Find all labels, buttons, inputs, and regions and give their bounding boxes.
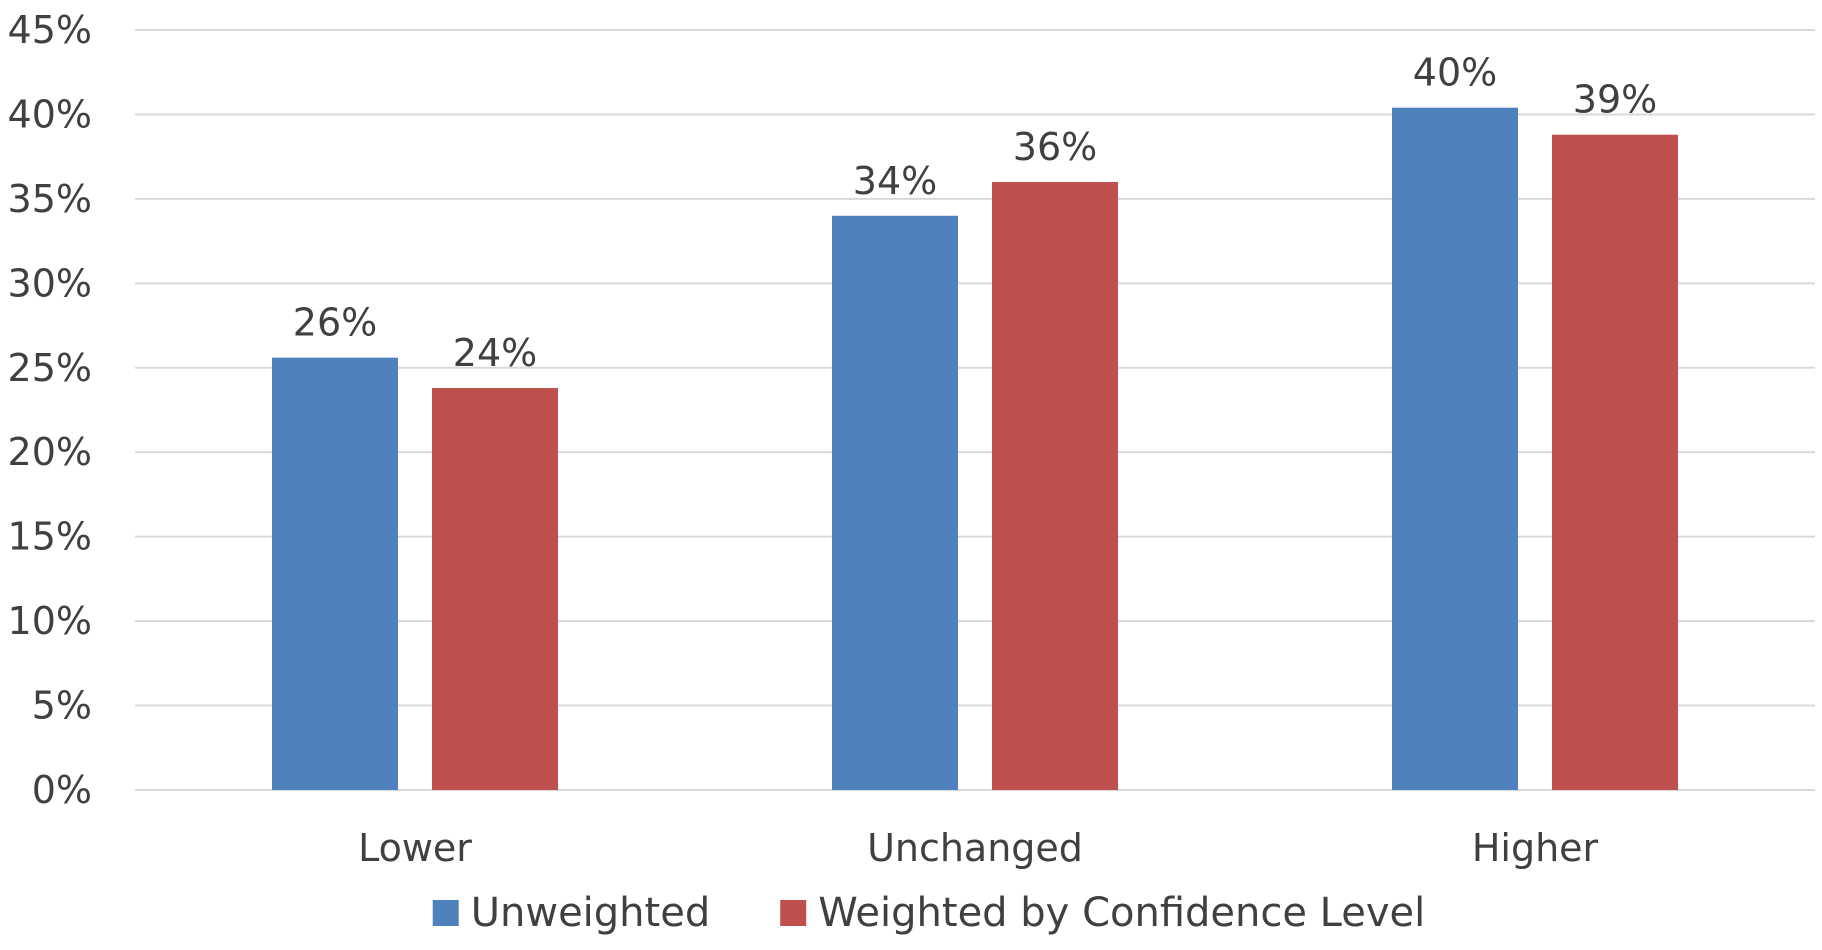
bar-weighted-unchanged (992, 182, 1118, 790)
bar-weighted-higher (1552, 134, 1678, 790)
legend-swatch (432, 900, 459, 926)
data-label: 39% (1573, 78, 1657, 122)
x-axis: Lower Unchanged Higher (358, 826, 1598, 870)
bar-unweighted-higher (1392, 107, 1518, 790)
data-label: 40% (1413, 51, 1497, 95)
data-label: 34% (853, 159, 937, 203)
data-label: 26% (293, 301, 377, 345)
bar-unweighted-lower (272, 357, 398, 790)
x-tick-label: Unchanged (867, 826, 1083, 870)
data-label: 24% (453, 331, 537, 375)
y-tick-label: 15% (8, 515, 92, 559)
y-tick-label: 30% (8, 261, 92, 305)
y-tick-label: 35% (8, 177, 92, 221)
y-tick-label: 10% (8, 599, 92, 643)
legend-swatch (780, 900, 807, 926)
y-tick-label: 5% (32, 684, 92, 728)
y-tick-label: 45% (8, 8, 92, 52)
y-tick-label: 25% (8, 346, 92, 390)
legend-label: Weighted by Confidence Level (818, 890, 1425, 936)
y-tick-label: 40% (8, 92, 92, 136)
bars (272, 107, 1678, 790)
x-tick-label: Lower (358, 826, 472, 870)
y-tick-label: 0% (32, 768, 92, 812)
y-axis: 0% 5% 10% 15% 20% 25% 30% 35% 40% 45% (8, 8, 92, 812)
data-label: 36% (1013, 125, 1097, 169)
data-labels: 26% 24% 34% 36% 40% 39% (293, 51, 1657, 375)
legend: Unweighted Weighted by Confidence Level (432, 890, 1425, 936)
legend-label: Unweighted (471, 890, 711, 936)
bar-unweighted-unchanged (832, 215, 958, 790)
gridlines (135, 29, 1815, 791)
bar-weighted-lower (432, 388, 558, 790)
y-tick-label: 20% (8, 430, 92, 474)
x-tick-label: Higher (1472, 826, 1599, 870)
